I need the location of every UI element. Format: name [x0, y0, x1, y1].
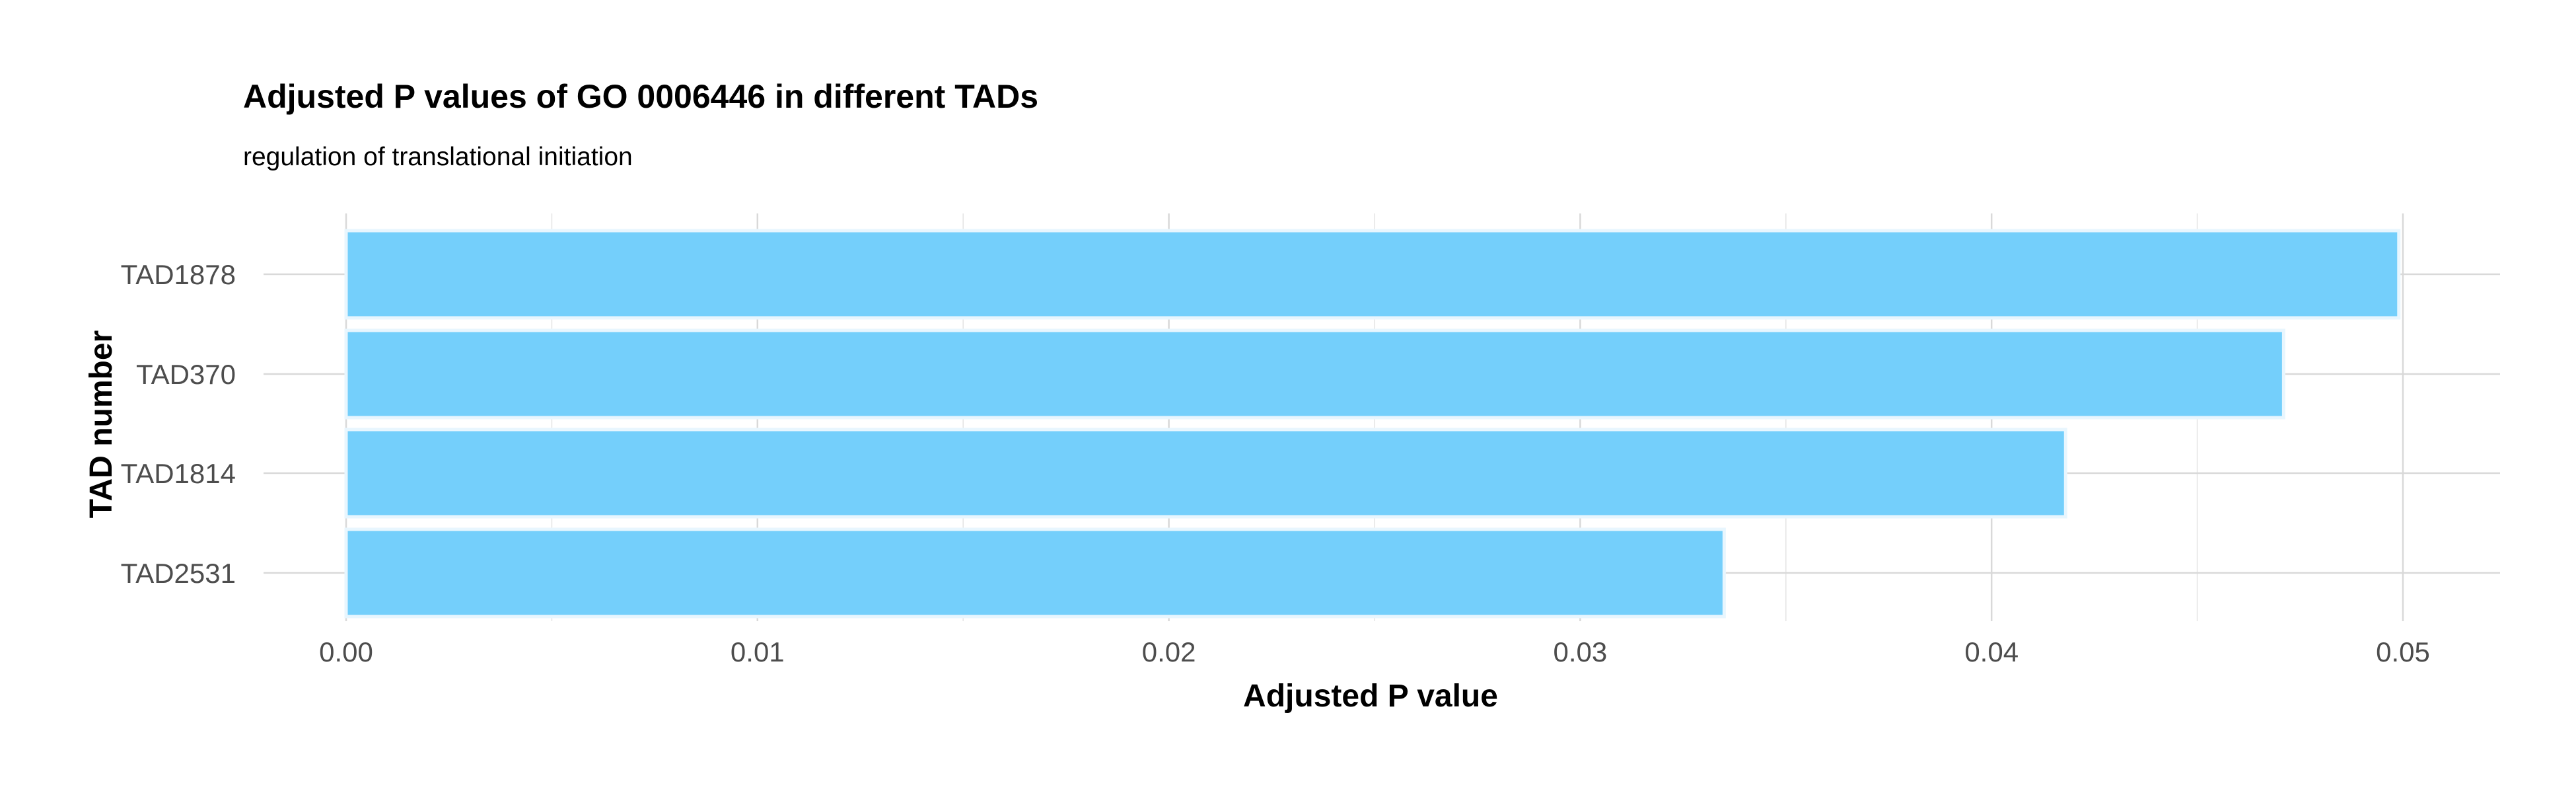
bar-tad1878 — [344, 229, 2401, 320]
bar-tad370 — [344, 328, 2285, 420]
x-tick-label: 0.04 — [1964, 636, 2019, 667]
x-tick-label: 0.05 — [2376, 636, 2430, 667]
bar-tad1814 — [344, 428, 2067, 519]
chart-subtitle: regulation of translational initiation — [243, 143, 633, 171]
y-tick-label: TAD370 — [136, 359, 236, 390]
x-axis-title: Adjusted P value — [1243, 679, 1498, 714]
x-tick-label: 0.03 — [1554, 636, 1608, 667]
x-axis-ticks: 0.00 0.01 0.02 0.03 0.04 0.05 — [319, 636, 2430, 667]
y-axis-ticks: TAD1878 TAD370 TAD1814 TAD2531 — [121, 259, 236, 589]
y-tick-label: TAD2531 — [121, 558, 236, 589]
x-tick-label: 0.00 — [319, 636, 373, 667]
y-axis-title: TAD number — [84, 330, 119, 518]
y-tick-label: TAD1878 — [121, 259, 236, 290]
x-tick-label: 0.02 — [1142, 636, 1196, 667]
y-tick-label: TAD1814 — [121, 458, 236, 489]
x-tick-label: 0.01 — [731, 636, 785, 667]
chart-title: Adjusted P values of GO 0006446 in diffe… — [243, 78, 1038, 115]
bars — [344, 229, 2401, 619]
bar-tad2531 — [344, 527, 1726, 619]
